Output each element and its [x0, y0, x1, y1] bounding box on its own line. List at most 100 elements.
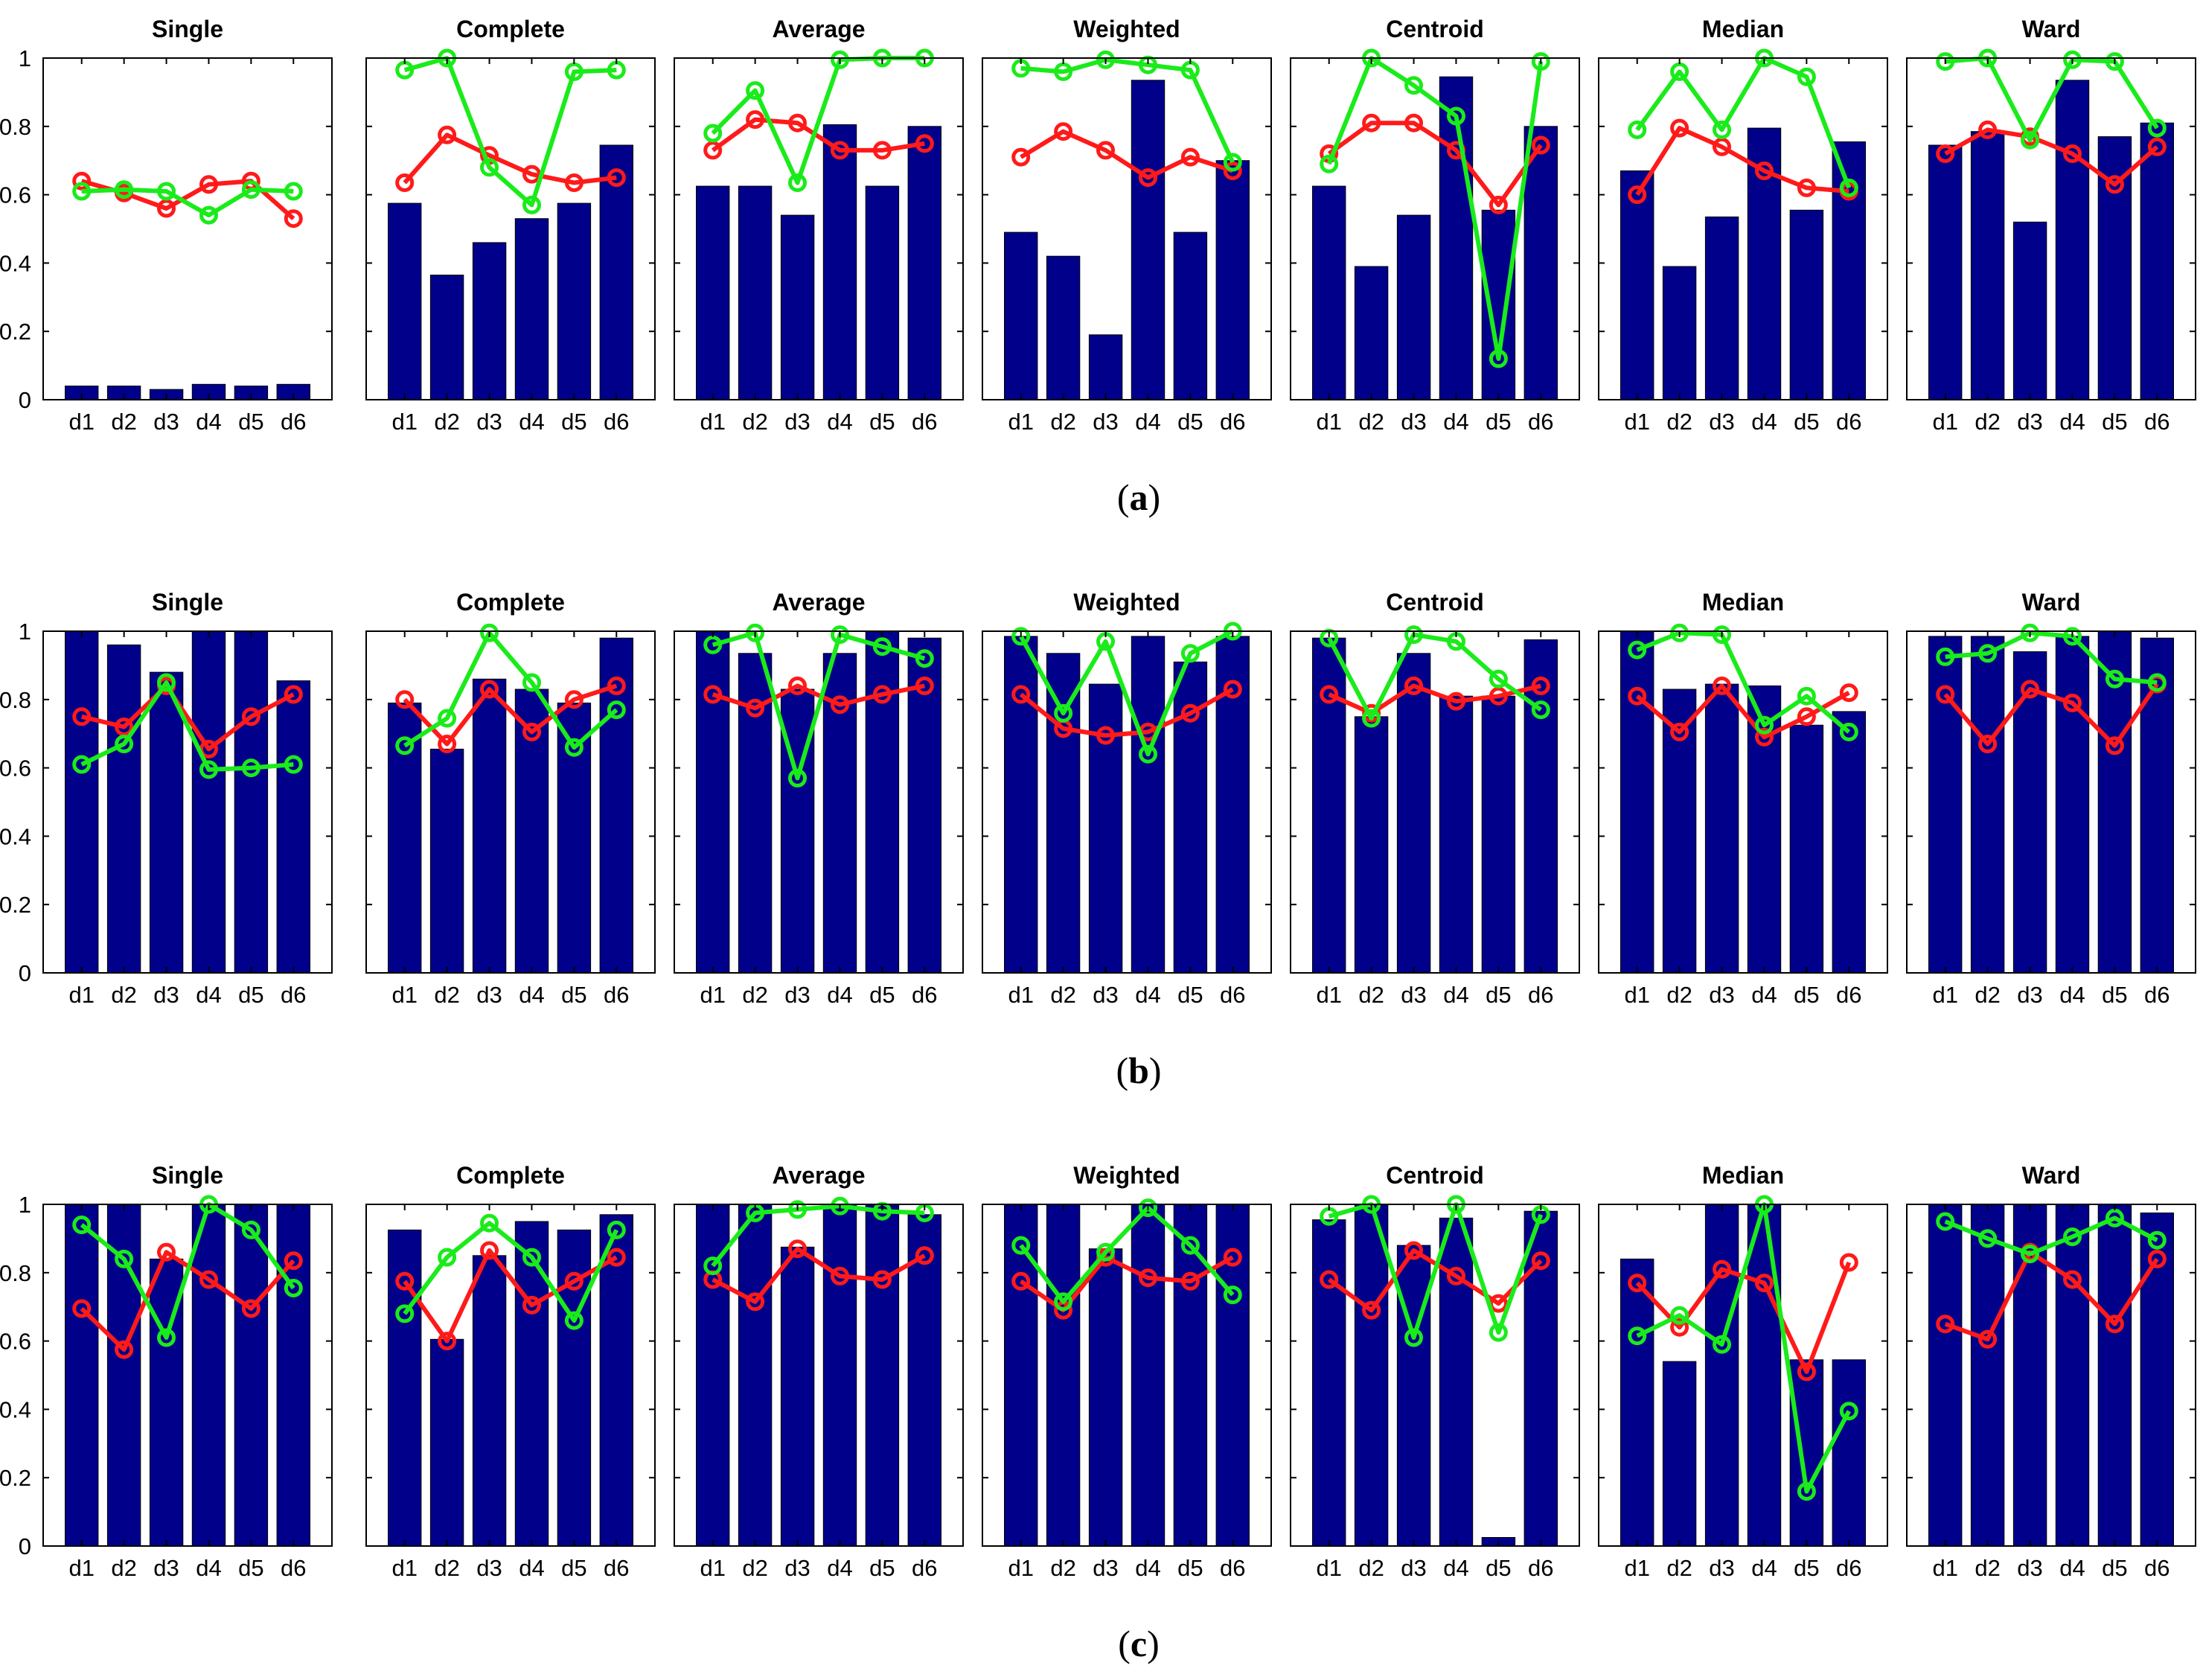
- green-point-d6: [607, 700, 626, 720]
- x-tick-label-d6: d6: [1528, 1555, 1553, 1581]
- green-point-d3: [788, 173, 807, 192]
- green-point-d1: [1011, 1236, 1031, 1255]
- bar-d6: [599, 144, 633, 400]
- green-point-d2: [1670, 1306, 1689, 1325]
- red-point-d3: [1404, 1241, 1423, 1260]
- bar-d4: [822, 653, 857, 974]
- green-series-line: [1019, 1205, 1235, 1304]
- y-tick-label: 0.6: [0, 756, 31, 782]
- bar-d6: [276, 680, 311, 974]
- bar-d3: [1396, 1245, 1431, 1547]
- y-tick-label: 0.4: [0, 250, 31, 276]
- y-tick-label: 0: [19, 960, 31, 986]
- x-tick-label-d3: d3: [2017, 982, 2042, 1008]
- red-point-d1: [703, 141, 723, 160]
- red-point-d5: [564, 1271, 583, 1291]
- bar-d2: [1970, 1204, 2005, 1547]
- panel-average-b: Average d1 d2 d3 d4 d5 d6: [674, 589, 964, 1008]
- x-tick-label-d6: d6: [2144, 409, 2170, 435]
- x-tick-label-d4: d4: [2059, 982, 2085, 1008]
- bar-d3: [1088, 334, 1123, 400]
- green-point-d2: [1054, 62, 1073, 81]
- x-tick-label-d1: d1: [1008, 982, 1033, 1008]
- x-tick-label-d2: d2: [1975, 409, 2000, 435]
- panel-title: Ward: [2022, 1162, 2081, 1189]
- red-point-d6: [915, 134, 934, 153]
- red-point-d3: [157, 199, 176, 218]
- bar-d5: [1481, 695, 1516, 974]
- x-tick-label-d2: d2: [1358, 982, 1384, 1008]
- green-point-d5: [564, 738, 583, 757]
- x-tick-label-d2: d2: [1358, 409, 1384, 435]
- red-point-d5: [872, 1270, 892, 1289]
- panel-title: Single: [152, 1162, 223, 1189]
- x-tick-label-d2: d2: [111, 1555, 136, 1581]
- bar-d5: [865, 1204, 900, 1547]
- green-point-d2: [1054, 703, 1073, 723]
- bar-d5: [557, 1229, 592, 1547]
- green-point-d6: [2147, 1230, 2167, 1250]
- panel-complete-c: Complete d1 d2 d3 d4 d5 d6: [365, 1162, 656, 1581]
- bar-d2: [1354, 716, 1389, 974]
- x-tick-label-d2: d2: [1050, 982, 1075, 1008]
- panel-weighted-b: Weighted d1 d2 d3 d4 d5 d6: [982, 589, 1272, 1008]
- x-tick-label-d6: d6: [1220, 409, 1245, 435]
- bar-d6: [1523, 126, 1558, 400]
- bar-d2: [1046, 1204, 1081, 1547]
- panel-frame: [1290, 57, 1580, 400]
- y-tick-label: 1: [19, 45, 31, 71]
- bar-d4: [2055, 80, 2090, 400]
- x-tick-label-d5: d5: [1177, 1555, 1203, 1581]
- green-point-d5: [564, 1311, 583, 1330]
- red-point-d4: [1447, 692, 1465, 711]
- bar-d1: [65, 1204, 99, 1547]
- x-tick-label-d5: d5: [561, 409, 586, 435]
- green-point-d5: [2105, 669, 2124, 689]
- x-tick-label-d5: d5: [1486, 982, 1511, 1008]
- red-point-d6: [1531, 676, 1550, 695]
- y-tick-label: 0.6: [0, 1329, 31, 1355]
- panel-frame: [982, 630, 1272, 974]
- x-tick-label-d5: d5: [1486, 1555, 1511, 1581]
- bar-d6: [1215, 160, 1250, 400]
- bar-d3: [1396, 214, 1431, 400]
- x-tick-label-d4: d4: [196, 1555, 221, 1581]
- red-point-d5: [1797, 1362, 1816, 1382]
- red-point-d4: [522, 722, 541, 741]
- x-tick-label-d4: d4: [827, 1555, 852, 1581]
- green-point-d1: [703, 1256, 723, 1276]
- green-point-d4: [2063, 50, 2082, 69]
- row-label-c: (c): [1118, 1623, 1160, 1664]
- green-point-d3: [480, 158, 499, 177]
- y-tick-label: 0.4: [0, 1396, 31, 1422]
- green-point-d4: [1139, 1198, 1157, 1218]
- green-point-d4: [831, 625, 849, 645]
- panel-title: Weighted: [1073, 1162, 1180, 1189]
- green-point-d5: [1489, 669, 1508, 689]
- red-point-d4: [831, 1266, 849, 1285]
- bar-d1: [1004, 636, 1038, 974]
- x-tick-label-d3: d3: [153, 409, 179, 435]
- red-point-d4: [1139, 168, 1157, 188]
- red-point-d3: [788, 676, 807, 695]
- x-tick-label-d1: d1: [1624, 1555, 1649, 1581]
- panel-centroid-a: Centroid d1 d2 d3 d4 d5 d6: [1290, 16, 1580, 435]
- red-series-line: [1020, 129, 1234, 180]
- bar-d1: [1928, 144, 1963, 400]
- panel-frame: [42, 630, 333, 974]
- y-tick-label: 0.2: [0, 892, 31, 918]
- x-tick-label-d2: d2: [1358, 1555, 1384, 1581]
- x-tick-label-d3: d3: [476, 409, 502, 435]
- bar-d6: [1832, 1359, 1867, 1547]
- green-point-d3: [1713, 625, 1731, 645]
- x-tick-label-d3: d3: [1093, 409, 1118, 435]
- green-point-d2: [1362, 709, 1381, 728]
- panel-title: Median: [1702, 1162, 1784, 1189]
- x-tick-label-d1: d1: [1932, 982, 1957, 1008]
- x-tick-label-d6: d6: [912, 1555, 937, 1581]
- green-point-d2: [1054, 1292, 1073, 1312]
- red-point-d1: [1011, 147, 1031, 167]
- panel-title: Average: [772, 1162, 865, 1189]
- x-tick-label-d3: d3: [1401, 1555, 1426, 1581]
- bar-d1: [1620, 630, 1654, 974]
